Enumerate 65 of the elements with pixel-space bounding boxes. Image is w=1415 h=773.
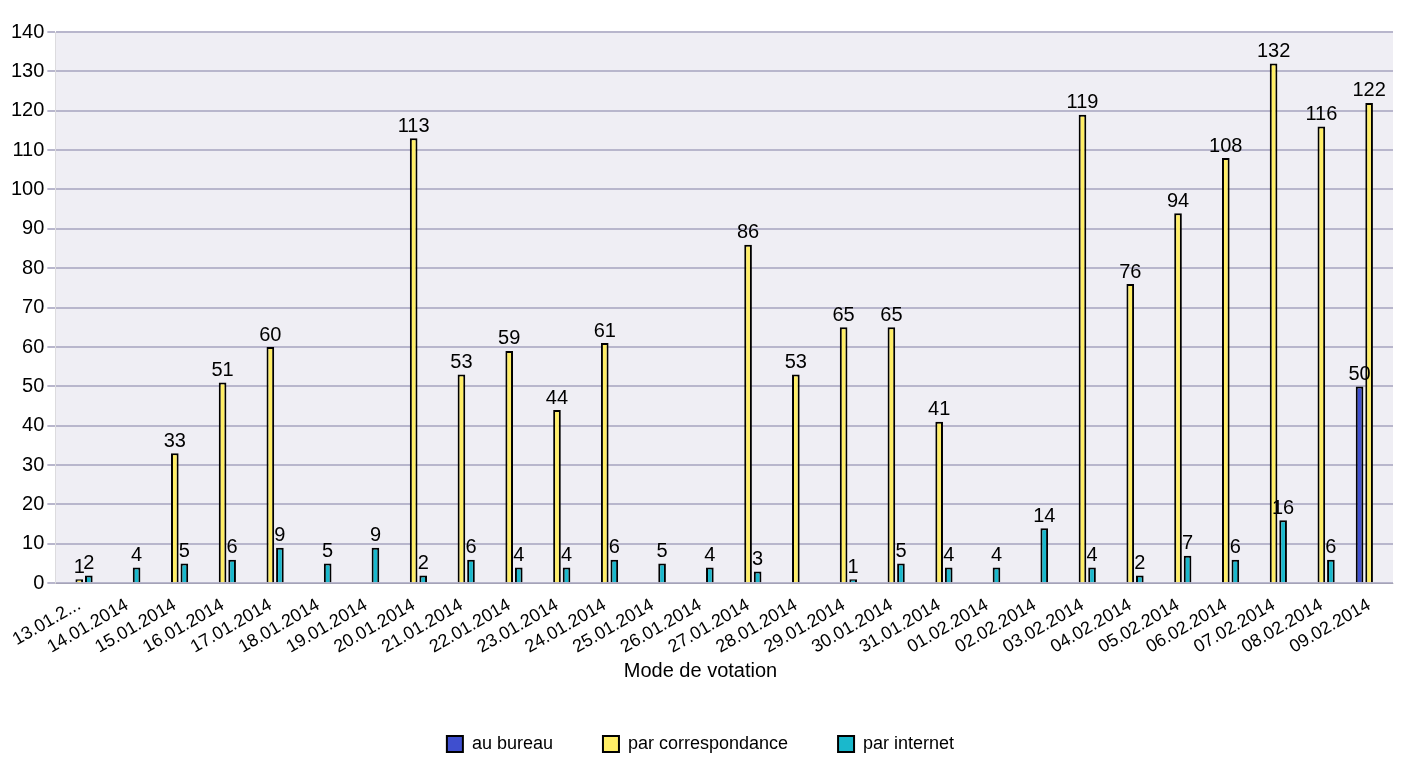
data-label: 4 xyxy=(990,543,1003,566)
data-label: 132 xyxy=(1256,39,1291,62)
data-label: 4 xyxy=(1086,543,1098,566)
data-label: 4 xyxy=(560,543,573,566)
data-label: 65 xyxy=(832,302,855,325)
data-label: 86 xyxy=(736,220,760,243)
data-label: 60 xyxy=(259,322,282,345)
legend-label: par correspondance xyxy=(627,732,789,753)
y-tick-label: 130 xyxy=(10,58,45,81)
y-tick-label: 140 xyxy=(10,19,45,42)
y-tick-label: 120 xyxy=(10,98,45,121)
data-label: 6 xyxy=(226,535,238,558)
y-tick-label: 90 xyxy=(22,216,45,239)
data-label: 4 xyxy=(704,543,716,566)
data-label: 6 xyxy=(1229,535,1241,558)
data-label: 5 xyxy=(895,539,907,562)
data-label: 44 xyxy=(545,385,569,408)
data-label: 119 xyxy=(1066,90,1099,113)
data-label: 116 xyxy=(1305,102,1338,125)
y-tick-label: 50 xyxy=(22,373,45,396)
data-label: 61 xyxy=(593,318,616,341)
data-label: 5 xyxy=(656,539,668,562)
data-label: 53 xyxy=(450,350,473,373)
data-label: 2 xyxy=(83,550,95,573)
data-label: 33 xyxy=(163,428,186,451)
data-label: 14 xyxy=(1033,503,1056,526)
y-tick-label: 80 xyxy=(22,255,45,278)
data-label: 65 xyxy=(880,302,903,325)
data-label: 9 xyxy=(369,523,382,546)
data-label: 4 xyxy=(131,543,143,566)
data-label: 1 xyxy=(847,554,859,577)
data-label: 4 xyxy=(513,543,525,566)
data-label: 9 xyxy=(274,523,286,546)
y-tick-label: 30 xyxy=(22,452,45,475)
data-label: 3 xyxy=(752,546,764,569)
data-label: 5 xyxy=(322,539,334,562)
legend-label: au bureau xyxy=(471,732,553,753)
data-label: 41 xyxy=(928,397,951,420)
y-tick-label: 20 xyxy=(22,492,45,515)
data-label: 6 xyxy=(465,535,477,558)
data-label: 122 xyxy=(1352,78,1386,101)
data-label: 2 xyxy=(1134,550,1146,573)
y-tick-label: 60 xyxy=(22,334,45,357)
data-label: 53 xyxy=(784,350,807,373)
data-label: 59 xyxy=(498,326,521,349)
data-label: 94 xyxy=(1166,188,1190,211)
data-label: 7 xyxy=(1182,531,1194,554)
y-tick-label: 100 xyxy=(10,177,45,200)
y-tick-label: 0 xyxy=(33,570,45,593)
y-tick-label: 70 xyxy=(22,295,45,318)
data-label: 6 xyxy=(1325,535,1337,558)
data-label: 113 xyxy=(397,113,430,136)
data-label: 6 xyxy=(608,535,620,558)
legend-title: Mode de votation xyxy=(623,658,778,681)
legend-label: par internet xyxy=(863,732,955,753)
data-label: 1 xyxy=(73,554,85,577)
y-tick-label: 40 xyxy=(22,413,45,436)
data-label: 51 xyxy=(211,357,234,380)
y-tick-label: 10 xyxy=(22,531,45,554)
y-tick-label: 110 xyxy=(12,137,45,160)
data-label: 5 xyxy=(178,539,190,562)
data-label: 108 xyxy=(1209,133,1243,156)
data-label: 76 xyxy=(1119,259,1142,282)
data-label: 2 xyxy=(417,550,429,573)
data-label: 4 xyxy=(943,543,955,566)
